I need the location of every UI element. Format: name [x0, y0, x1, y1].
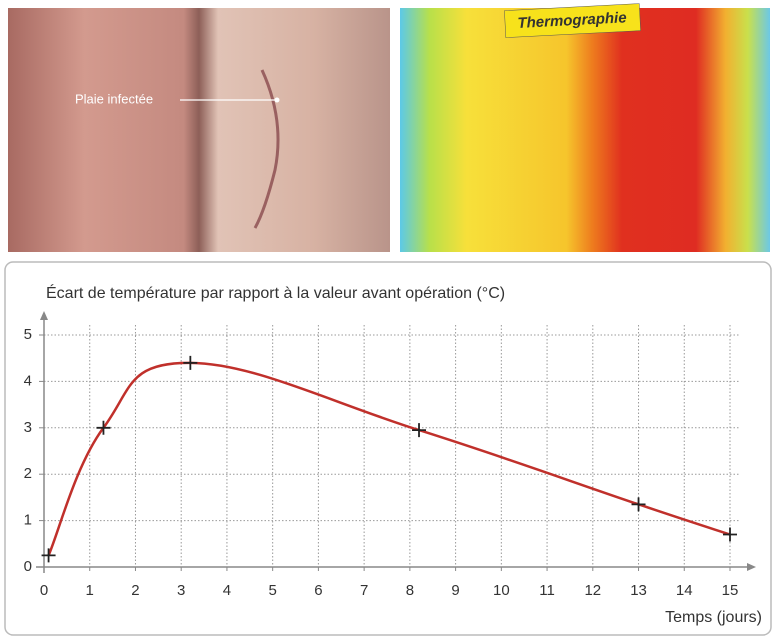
y-arrow: [40, 311, 48, 320]
x-tick-label: 14: [676, 582, 693, 599]
x-tick-label: 6: [314, 582, 322, 599]
thermo-badge: Thermographie: [504, 3, 641, 38]
x-tick-label: 8: [406, 582, 414, 599]
x-tick-label: 11: [539, 582, 555, 599]
thermo-label: Thermographie: [517, 9, 627, 32]
x-tick-label: 15: [722, 582, 739, 599]
y-tick-label: 2: [24, 465, 32, 482]
point-marker: [723, 527, 737, 542]
point-marker: [631, 497, 646, 512]
chart-title: Écart de température par rapport à la va…: [46, 283, 505, 302]
x-tick-label: 1: [86, 582, 94, 599]
point-marker: [96, 420, 111, 435]
x-tick-label: 5: [268, 582, 276, 599]
x-tick-label: 9: [451, 582, 459, 599]
wound: [253, 69, 280, 229]
point-marker: [183, 355, 198, 370]
x-tick-label: 3: [177, 582, 185, 599]
y-tick-label: 0: [24, 558, 32, 575]
y-tick-label: 4: [24, 372, 32, 389]
wound-photo: [8, 8, 390, 252]
point-marker: [41, 548, 56, 563]
x-tick-label: 0: [40, 582, 48, 599]
y-tick-label: 5: [24, 326, 32, 343]
thermo-photo: [400, 8, 770, 252]
x-tick-label: 10: [493, 582, 510, 599]
point-marker: [412, 423, 427, 438]
y-tick-label: 1: [24, 512, 32, 529]
label-dot: [274, 97, 280, 103]
y-tick-label: 3: [24, 419, 32, 436]
x-tick-label: 2: [131, 582, 139, 599]
chart-frame: [4, 261, 772, 636]
badge-box: [504, 3, 641, 38]
x-arrow: [747, 563, 756, 571]
x-tick-label: 4: [223, 582, 231, 599]
x-tick-label: 13: [630, 582, 647, 599]
x-tick-label: 7: [360, 582, 368, 599]
wound-label: Plaie infectée: [75, 91, 153, 106]
x-axis-label: Temps (jours): [665, 609, 762, 626]
x-tick-label: 12: [584, 582, 601, 599]
